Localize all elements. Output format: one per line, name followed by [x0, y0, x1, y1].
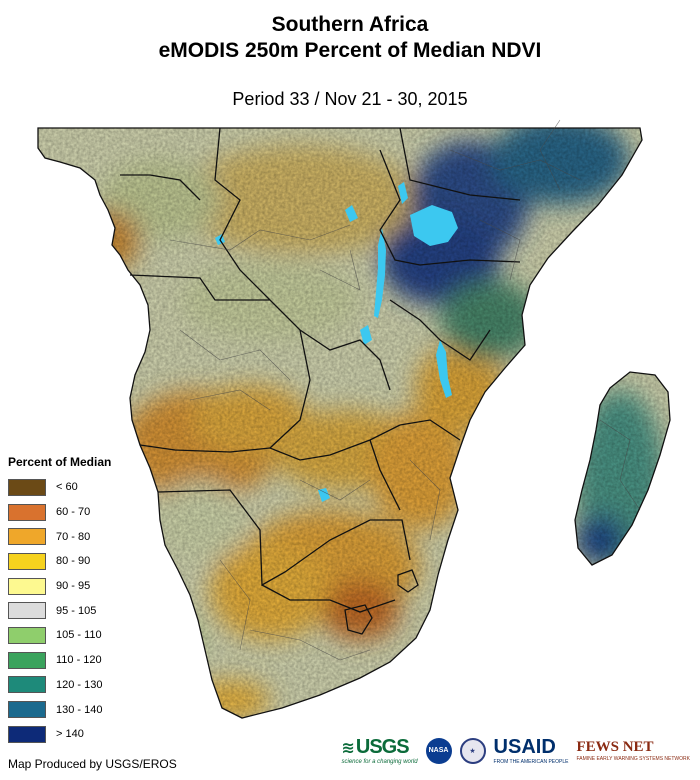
legend-item: 110 - 120: [8, 648, 158, 673]
state-dept-seal-icon: ★: [459, 737, 486, 764]
map-title-line2: eMODIS 250m Percent of Median NDVI: [158, 39, 542, 62]
map-credit: Map Produced by USGS/EROS: [8, 757, 177, 771]
water-bodies: [215, 182, 458, 502]
legend-label: 130 - 140: [56, 703, 103, 716]
legend-item: < 60: [8, 475, 158, 500]
legend-title: Percent of Median: [8, 455, 112, 469]
legend-label: 90 - 95: [56, 580, 91, 593]
legend-label: 105 - 110: [56, 629, 102, 642]
country-borders: [37, 127, 671, 719]
legend-label: 70 - 80: [56, 530, 91, 543]
partner-logos: ≋ USGS science for a changing world NASA …: [341, 736, 690, 765]
fewsnet-logo: FEWS NET FAMINE EARLY WARNING SYSTEMS NE…: [576, 739, 690, 762]
admin-boundaries: [169, 119, 641, 661]
map-period: Period 33 / Nov 21 - 30, 2015: [232, 89, 468, 109]
usgs-logo: ≋ USGS science for a changing world: [341, 736, 418, 765]
legend-item: 80 - 90: [8, 549, 158, 574]
legend-swatch: [8, 651, 46, 669]
legend-swatch: [8, 552, 46, 570]
legend-swatch: [8, 701, 46, 719]
legend-label: 60 - 70: [56, 506, 91, 519]
legend-item: > 140: [8, 722, 158, 747]
legend-swatch: [8, 577, 46, 595]
legend-swatch: [8, 528, 46, 546]
legend-swatch: [8, 676, 46, 694]
legend-item: 130 - 140: [8, 697, 158, 722]
usaid-logo: USAID FROM THE AMERICAN PEOPLE: [493, 736, 569, 765]
legend-item: 90 - 95: [8, 574, 158, 599]
map-title-line1: Southern Africa: [271, 13, 429, 36]
legend-item: 120 - 130: [8, 673, 158, 698]
legend-item: 95 - 105: [8, 598, 158, 623]
legend-swatch: [8, 602, 46, 620]
legend: Percent of Median < 60 60 - 70 70 - 80 80 -…: [8, 455, 158, 747]
legend-swatch: [8, 478, 46, 496]
legend-swatch: [8, 626, 46, 644]
legend-label: 110 - 120: [56, 654, 102, 667]
legend-item: 105 - 110: [8, 623, 158, 648]
legend-item: 60 - 70: [8, 500, 158, 525]
legend-label: > 140: [56, 728, 84, 741]
legend-swatch: [8, 725, 46, 743]
legend-swatch: [8, 503, 46, 521]
legend-item: 70 - 80: [8, 524, 158, 549]
nasa-logo: NASA: [425, 737, 452, 764]
legend-label: 95 - 105: [56, 604, 97, 617]
legend-label: < 60: [56, 481, 78, 494]
legend-label: 80 - 90: [56, 555, 91, 568]
legend-label: 120 - 130: [56, 678, 103, 691]
